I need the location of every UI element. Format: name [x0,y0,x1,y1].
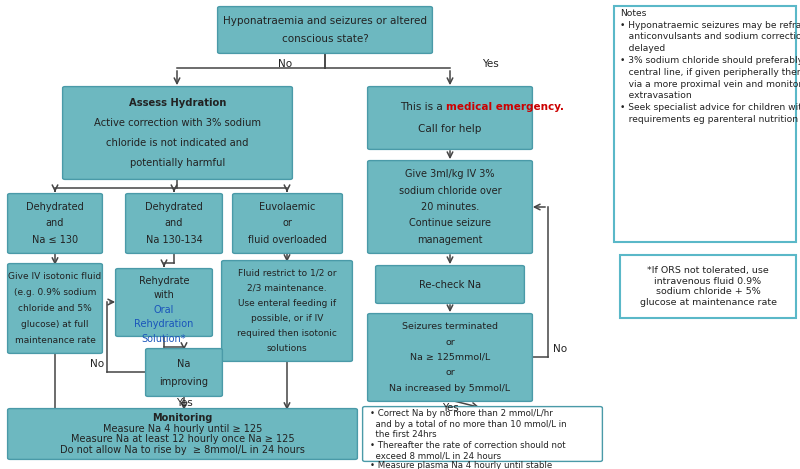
Text: and: and [46,219,64,228]
Text: Na ≥ 125mmol/L: Na ≥ 125mmol/L [410,353,490,362]
Text: fluid overloaded: fluid overloaded [248,235,327,245]
FancyBboxPatch shape [368,314,533,401]
FancyBboxPatch shape [368,87,533,150]
FancyBboxPatch shape [233,194,342,253]
Text: chloride and 5%: chloride and 5% [18,304,92,313]
Text: and: and [165,219,183,228]
Text: Active correction with 3% sodium: Active correction with 3% sodium [94,118,261,128]
FancyBboxPatch shape [8,194,102,253]
Text: Do not allow Na to rise by  ≥ 8mmol/L in 24 hours: Do not allow Na to rise by ≥ 8mmol/L in … [60,445,305,455]
Text: possible, or if IV: possible, or if IV [251,314,323,323]
Text: Measure Na at least 12 hourly once Na ≥ 125: Measure Na at least 12 hourly once Na ≥ … [70,434,294,444]
Text: Na ≤ 130: Na ≤ 130 [32,235,78,245]
FancyBboxPatch shape [620,255,796,318]
Text: sodium chloride over: sodium chloride over [398,186,502,196]
FancyBboxPatch shape [368,160,533,253]
Text: Use enteral feeding if: Use enteral feeding if [238,299,336,308]
Text: No: No [278,59,292,69]
Text: Assess Hydration: Assess Hydration [129,98,226,108]
FancyBboxPatch shape [8,408,358,460]
FancyBboxPatch shape [62,87,293,180]
Text: Na: Na [178,358,190,369]
Text: glucose) at full: glucose) at full [22,320,89,329]
Text: Na increased by 5mmol/L: Na increased by 5mmol/L [390,384,510,393]
Text: Yes: Yes [176,398,192,408]
Text: medical emergency.: medical emergency. [446,102,564,112]
Text: Seizures terminated: Seizures terminated [402,322,498,331]
Text: This is a: This is a [400,102,446,112]
Text: No: No [90,359,104,369]
FancyBboxPatch shape [222,261,352,362]
Text: Give 3ml/kg IV 3%: Give 3ml/kg IV 3% [406,169,494,179]
Text: potentially harmful: potentially harmful [130,158,225,168]
FancyBboxPatch shape [146,348,222,396]
Text: Rehydration: Rehydration [134,319,194,329]
Text: Rehydrate: Rehydrate [138,276,190,286]
Text: Yes: Yes [442,403,458,413]
Text: Dehydrated: Dehydrated [145,202,203,212]
Text: Notes
• Hyponatraemic seizures may be refractory to
   anticonvulsants and sodiu: Notes • Hyponatraemic seizures may be re… [621,9,800,124]
Text: Dehydrated: Dehydrated [26,202,84,212]
FancyBboxPatch shape [126,194,222,253]
Text: Yes: Yes [482,59,498,69]
Text: improving: improving [159,377,209,386]
Text: or: or [282,219,293,228]
FancyBboxPatch shape [218,7,432,53]
FancyBboxPatch shape [115,269,213,336]
Text: (e.g. 0.9% sodium: (e.g. 0.9% sodium [14,288,96,297]
Text: or: or [445,369,455,378]
Text: Solution*: Solution* [142,333,186,344]
Text: Measure Na 4 hourly until ≥ 125: Measure Na 4 hourly until ≥ 125 [103,424,262,434]
FancyBboxPatch shape [8,264,102,354]
Text: management: management [418,234,482,245]
Text: maintenance rate: maintenance rate [14,336,95,345]
Text: solutions: solutions [266,344,307,353]
Text: Oral: Oral [154,305,174,315]
Text: 2/3 maintenance.: 2/3 maintenance. [247,284,327,293]
Text: No: No [553,344,567,354]
Text: chloride is not indicated and: chloride is not indicated and [106,138,249,148]
Text: *If ORS not tolerated, use
intravenous fluid 0.9%
sodium chloride + 5%
glucose a: *If ORS not tolerated, use intravenous f… [639,266,777,307]
Text: • Correct Na by no more than 2 mmol/L/hr
  and by a total of no more than 10 mmo: • Correct Na by no more than 2 mmol/L/hr… [370,409,566,469]
Text: with: with [154,290,174,300]
Text: Monitoring: Monitoring [152,413,213,423]
Text: Fluid restrict to 1/2 or: Fluid restrict to 1/2 or [238,269,336,278]
Text: Continue seizure: Continue seizure [409,219,491,228]
FancyBboxPatch shape [614,6,796,242]
FancyBboxPatch shape [362,407,602,461]
Text: Hyponatraemia and seizures or altered: Hyponatraemia and seizures or altered [223,16,427,26]
Text: Re-check Na: Re-check Na [419,280,481,289]
Text: or: or [445,338,455,347]
Text: Euvolaemic: Euvolaemic [259,202,316,212]
Text: 20 minutes.: 20 minutes. [421,202,479,212]
Text: required then isotonic: required then isotonic [237,329,337,338]
Text: Na 130-134: Na 130-134 [146,235,202,245]
Text: conscious state?: conscious state? [282,34,368,44]
FancyBboxPatch shape [376,265,525,303]
Text: Call for help: Call for help [418,124,482,134]
Text: Give IV isotonic fluid: Give IV isotonic fluid [8,272,102,281]
